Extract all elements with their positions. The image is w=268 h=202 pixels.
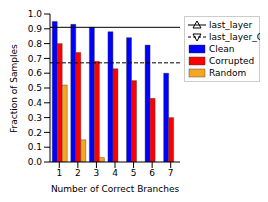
svg-text:0.4: 0.4: [28, 98, 43, 108]
svg-text:6: 6: [149, 168, 155, 178]
svg-text:0.6: 0.6: [28, 68, 43, 78]
svg-text:5: 5: [131, 168, 137, 178]
html-text:Clean: Clean: [209, 44, 235, 54]
svg-text:1: 1: [56, 168, 62, 178]
svg-text:0.2: 0.2: [28, 128, 42, 138]
svg-text:0.8: 0.8: [28, 39, 43, 49]
svg-text:2: 2: [75, 168, 81, 178]
svg-text:0.5: 0.5: [28, 83, 42, 93]
svg-text:Number of Correct Branches: Number of Correct Branches: [51, 184, 180, 194]
svg-text:0.3: 0.3: [28, 113, 42, 123]
svg-text:0.9: 0.9: [28, 24, 43, 34]
svg-text:0.1: 0.1: [28, 142, 42, 152]
html-text:Corrupted: Corrupted: [209, 56, 255, 66]
svg-text:Fraction of Samples: Fraction of Samples: [9, 44, 19, 133]
svg-text:3: 3: [94, 168, 100, 178]
html-text:last_layer: last_layer: [209, 20, 253, 30]
html-text:last_layer_C: last_layer_C: [209, 32, 264, 42]
svg-text:1.0: 1.0: [28, 9, 43, 19]
svg-text:0.0: 0.0: [28, 157, 43, 167]
html-text:Random: Random: [209, 68, 247, 78]
svg-text:7: 7: [168, 168, 174, 178]
svg-text:0.7: 0.7: [28, 54, 42, 64]
svg-text:4: 4: [112, 168, 118, 178]
